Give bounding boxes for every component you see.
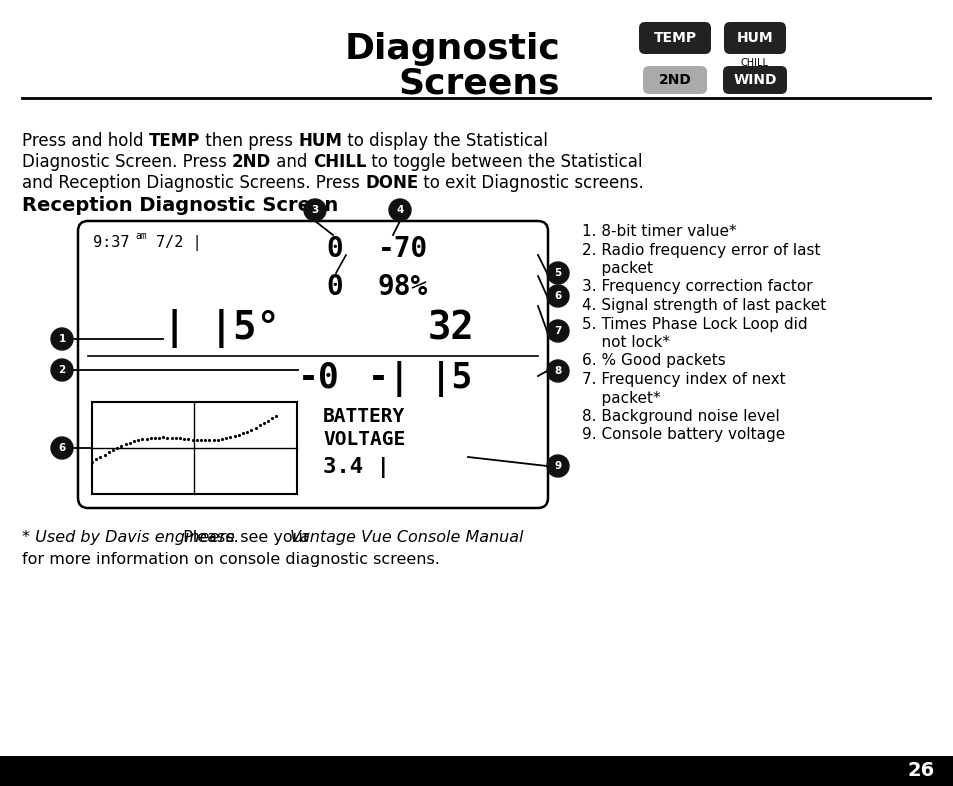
Text: 5: 5 xyxy=(554,268,561,278)
Text: 0: 0 xyxy=(326,235,342,263)
Text: ►: ► xyxy=(98,401,106,411)
Text: 5. Times Phase Lock Loop did: 5. Times Phase Lock Loop did xyxy=(581,317,807,332)
Text: 1. 8-bit timer value*: 1. 8-bit timer value* xyxy=(581,224,736,239)
Circle shape xyxy=(51,359,73,381)
Text: -0: -0 xyxy=(297,361,339,395)
Text: -| |5: -| |5 xyxy=(368,361,472,397)
Text: 3.4 |: 3.4 | xyxy=(323,457,390,478)
Circle shape xyxy=(546,455,568,477)
Text: * Used by Davis engineers.: * Used by Davis engineers. xyxy=(22,530,239,545)
Text: 8: 8 xyxy=(554,366,561,376)
FancyBboxPatch shape xyxy=(639,22,710,54)
Text: 9:37: 9:37 xyxy=(92,235,130,250)
Text: DONE: DONE xyxy=(365,174,418,192)
Text: to exit Diagnostic screens.: to exit Diagnostic screens. xyxy=(418,174,643,192)
FancyBboxPatch shape xyxy=(78,221,547,508)
Bar xyxy=(91,402,296,494)
Text: 2ND: 2ND xyxy=(232,153,271,171)
Text: 9: 9 xyxy=(554,461,561,471)
Text: CHILL: CHILL xyxy=(313,153,366,171)
Text: and Reception Diagnostic Screens. Press: and Reception Diagnostic Screens. Press xyxy=(22,174,365,192)
Circle shape xyxy=(546,262,568,284)
Text: Press and hold: Press and hold xyxy=(22,132,149,150)
Text: 3. Frequency correction factor: 3. Frequency correction factor xyxy=(581,280,812,295)
Text: 98%: 98% xyxy=(377,273,428,301)
Bar xyxy=(0,756,953,786)
Text: 0: 0 xyxy=(326,273,342,301)
Text: 26: 26 xyxy=(907,762,934,780)
FancyBboxPatch shape xyxy=(642,66,706,94)
Text: TEMP: TEMP xyxy=(149,132,200,150)
Text: Diagnostic Screen. Press: Diagnostic Screen. Press xyxy=(22,153,232,171)
Text: 7: 7 xyxy=(554,326,561,336)
Circle shape xyxy=(546,360,568,382)
Text: HUM: HUM xyxy=(736,31,773,45)
Text: 8. Background noise level: 8. Background noise level xyxy=(581,409,779,424)
FancyBboxPatch shape xyxy=(722,66,786,94)
Text: am: am xyxy=(135,231,147,241)
Text: and: and xyxy=(271,153,313,171)
Text: 2. Radio frequency error of last: 2. Radio frequency error of last xyxy=(581,243,820,258)
FancyBboxPatch shape xyxy=(723,22,785,54)
Text: Please see your: Please see your xyxy=(178,530,314,545)
Text: 7/2 |: 7/2 | xyxy=(156,235,201,251)
Circle shape xyxy=(546,285,568,307)
Circle shape xyxy=(389,199,411,221)
Text: Diagnostic: Diagnostic xyxy=(344,32,559,66)
Text: 1: 1 xyxy=(58,334,66,344)
Text: for more information on console diagnostic screens.: for more information on console diagnost… xyxy=(22,552,439,567)
Text: WIND: WIND xyxy=(733,73,776,87)
Text: 4: 4 xyxy=(395,205,403,215)
Text: 9. Console battery voltage: 9. Console battery voltage xyxy=(581,428,784,443)
Circle shape xyxy=(546,320,568,342)
Text: ☏: ☏ xyxy=(237,406,258,424)
Circle shape xyxy=(304,199,326,221)
Text: | |5°: | |5° xyxy=(163,309,279,348)
Text: 4. Signal strength of last packet: 4. Signal strength of last packet xyxy=(581,298,825,313)
Text: -70: -70 xyxy=(377,235,428,263)
Text: TEMP: TEMP xyxy=(653,31,696,45)
Text: 6. % Good packets: 6. % Good packets xyxy=(581,354,725,369)
Text: Reception Diagnostic Screen: Reception Diagnostic Screen xyxy=(22,196,338,215)
Text: 6: 6 xyxy=(58,443,66,453)
Text: 2ND: 2ND xyxy=(658,73,691,87)
Text: not lock*: not lock* xyxy=(581,335,669,350)
Text: CHILL: CHILL xyxy=(740,58,768,68)
Text: 7. Frequency index of next: 7. Frequency index of next xyxy=(581,372,785,387)
Text: to toggle between the Statistical: to toggle between the Statistical xyxy=(366,153,642,171)
Text: BATTERY: BATTERY xyxy=(323,407,405,426)
Text: Screens: Screens xyxy=(398,66,559,100)
Text: 32: 32 xyxy=(428,309,475,347)
Text: to display the Statistical: to display the Statistical xyxy=(342,132,548,150)
Text: HUM: HUM xyxy=(298,132,342,150)
Text: packet: packet xyxy=(581,261,652,276)
Text: VOLTAGE: VOLTAGE xyxy=(323,430,405,449)
Text: 3: 3 xyxy=(311,205,318,215)
Text: 2: 2 xyxy=(58,365,66,375)
Text: Vantage Vue Console Manual: Vantage Vue Console Manual xyxy=(290,530,523,545)
Text: then press: then press xyxy=(200,132,298,150)
Text: packet*: packet* xyxy=(581,391,659,406)
Text: 6: 6 xyxy=(554,291,561,301)
Circle shape xyxy=(51,328,73,350)
Circle shape xyxy=(51,437,73,459)
